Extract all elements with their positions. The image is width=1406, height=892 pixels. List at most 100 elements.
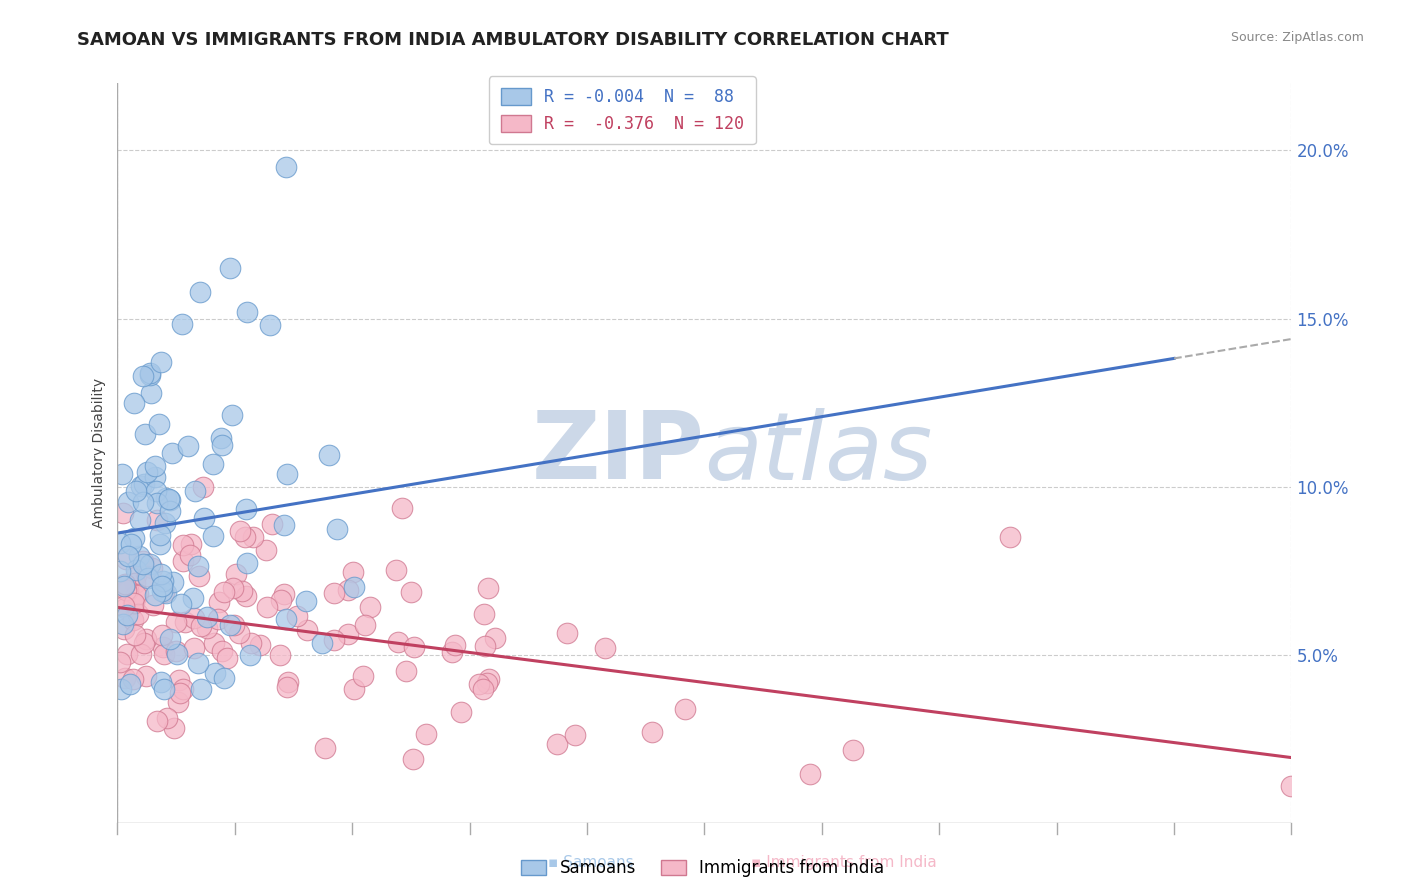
Point: [211, 438, 233, 452]
Point: [204, 666, 226, 681]
Point: [269, 648, 291, 663]
Point: [132, 495, 155, 509]
Point: [228, 625, 250, 640]
Point: [336, 582, 359, 597]
Point: [318, 449, 340, 463]
Point: [342, 565, 364, 579]
Point: [212, 585, 235, 599]
Point: [311, 636, 333, 650]
Point: [276, 160, 298, 174]
Point: [108, 535, 131, 549]
Point: [145, 714, 167, 729]
Point: [138, 558, 160, 572]
Point: [115, 551, 138, 566]
Point: [111, 617, 134, 632]
Point: [242, 530, 264, 544]
Point: [152, 574, 174, 588]
Point: [222, 581, 245, 595]
Point: [122, 396, 145, 410]
Point: [183, 611, 205, 625]
Point: [169, 686, 191, 700]
Point: [124, 567, 146, 582]
Point: [125, 588, 148, 602]
Point: [177, 439, 200, 453]
Point: [273, 518, 295, 533]
Point: [134, 427, 156, 442]
Point: [143, 458, 166, 473]
Point: [277, 675, 299, 690]
Text: atlas: atlas: [704, 408, 932, 499]
Point: [231, 583, 253, 598]
Point: [166, 647, 188, 661]
Point: [143, 589, 166, 603]
Point: [115, 582, 138, 597]
Point: [124, 532, 146, 546]
Point: [187, 569, 209, 583]
Point: [395, 664, 418, 678]
Point: [153, 584, 176, 599]
Text: ▪ Samoans: ▪ Samoans: [548, 855, 633, 870]
Point: [172, 318, 194, 332]
Point: [190, 618, 212, 632]
Point: [233, 530, 256, 544]
Point: [141, 561, 163, 575]
Point: [142, 599, 165, 613]
Point: [228, 524, 250, 538]
Point: [193, 510, 215, 524]
Point: [218, 618, 240, 632]
Point: [276, 612, 298, 626]
Point: [323, 633, 346, 648]
Point: [402, 640, 425, 655]
Point: [165, 615, 187, 630]
Point: [114, 577, 136, 591]
Point: [195, 610, 218, 624]
Point: [295, 594, 318, 608]
Point: [842, 743, 865, 757]
Point: [202, 635, 225, 649]
Point: [148, 417, 170, 431]
Point: [162, 721, 184, 735]
Point: [201, 529, 224, 543]
Point: [159, 493, 181, 508]
Text: Source: ZipAtlas.com: Source: ZipAtlas.com: [1230, 31, 1364, 45]
Point: [225, 567, 247, 582]
Point: [139, 366, 162, 380]
Point: [359, 599, 381, 614]
Point: [127, 607, 149, 622]
Point: [276, 467, 298, 481]
Point: [1279, 779, 1302, 793]
Point: [236, 556, 259, 570]
Point: [114, 671, 136, 685]
Point: [472, 607, 495, 621]
Point: [135, 632, 157, 647]
Point: [209, 431, 232, 445]
Point: [444, 638, 467, 652]
Point: [221, 408, 243, 422]
Point: [150, 675, 173, 690]
Point: [387, 635, 409, 649]
Point: [139, 368, 162, 383]
Point: [391, 501, 413, 516]
Point: [475, 675, 498, 690]
Point: [117, 495, 139, 509]
Point: [132, 557, 155, 571]
Point: [235, 502, 257, 516]
Point: [136, 569, 159, 583]
Point: [120, 677, 142, 691]
Point: [112, 599, 135, 614]
Point: [353, 618, 375, 632]
Point: [155, 586, 177, 600]
Point: [129, 647, 152, 661]
Point: [181, 591, 204, 606]
Point: [128, 549, 150, 563]
Point: [401, 584, 423, 599]
Point: [270, 593, 292, 607]
Point: [273, 587, 295, 601]
Point: [212, 672, 235, 686]
Point: [415, 727, 437, 741]
Point: [172, 538, 194, 552]
Point: [141, 386, 163, 401]
Point: [256, 600, 278, 615]
Point: [149, 355, 172, 369]
Point: [235, 590, 257, 604]
